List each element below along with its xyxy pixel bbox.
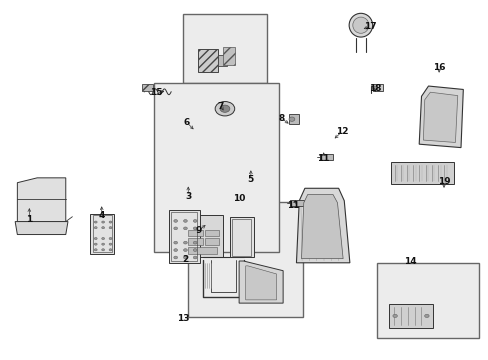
Polygon shape xyxy=(18,178,65,221)
Text: 17: 17 xyxy=(364,22,376,31)
Text: 3: 3 xyxy=(185,192,191,201)
Circle shape xyxy=(372,86,377,90)
Circle shape xyxy=(424,314,428,318)
Circle shape xyxy=(109,221,112,223)
Bar xyxy=(182,215,223,257)
Circle shape xyxy=(173,241,177,244)
Bar xyxy=(198,49,217,72)
Polygon shape xyxy=(418,86,462,148)
Circle shape xyxy=(94,227,97,229)
Bar xyxy=(188,202,303,317)
Polygon shape xyxy=(239,261,283,303)
Text: 8: 8 xyxy=(278,114,284,122)
Circle shape xyxy=(288,117,294,121)
Polygon shape xyxy=(296,188,349,263)
Circle shape xyxy=(173,256,177,259)
Text: 5: 5 xyxy=(247,175,253,184)
Bar xyxy=(188,230,203,236)
Text: 12: 12 xyxy=(335,127,348,136)
Circle shape xyxy=(94,238,97,239)
Bar xyxy=(289,200,303,206)
Circle shape xyxy=(392,314,397,318)
Circle shape xyxy=(193,227,197,230)
Circle shape xyxy=(94,221,97,223)
Circle shape xyxy=(220,105,229,112)
Circle shape xyxy=(109,243,112,245)
Circle shape xyxy=(94,249,97,251)
Bar xyxy=(217,55,227,66)
Circle shape xyxy=(193,256,197,259)
Bar xyxy=(289,114,299,124)
Text: 2: 2 xyxy=(183,255,188,264)
Polygon shape xyxy=(168,210,200,263)
Circle shape xyxy=(102,221,104,223)
Polygon shape xyxy=(301,194,343,258)
Circle shape xyxy=(193,220,197,222)
Bar xyxy=(223,47,235,65)
Circle shape xyxy=(183,227,187,230)
Bar xyxy=(204,238,219,244)
Bar xyxy=(376,263,478,338)
Bar xyxy=(142,84,153,91)
Circle shape xyxy=(102,227,104,229)
Bar xyxy=(183,14,266,83)
Text: 14: 14 xyxy=(404,256,416,265)
Text: 6: 6 xyxy=(183,118,189,127)
Circle shape xyxy=(109,238,112,239)
Text: 11: 11 xyxy=(286,201,299,210)
Text: 18: 18 xyxy=(368,84,381,93)
Circle shape xyxy=(183,220,187,222)
Ellipse shape xyxy=(348,13,372,37)
Bar xyxy=(154,83,278,252)
Text: 19: 19 xyxy=(437,177,449,186)
Polygon shape xyxy=(15,221,68,235)
Text: 1: 1 xyxy=(26,215,32,224)
Bar xyxy=(372,84,383,91)
Bar xyxy=(390,162,453,184)
Circle shape xyxy=(215,102,234,116)
Circle shape xyxy=(173,220,177,222)
Polygon shape xyxy=(245,266,276,300)
Text: 11: 11 xyxy=(317,154,329,163)
Text: 16: 16 xyxy=(432,63,445,72)
Text: 10: 10 xyxy=(233,194,245,202)
Circle shape xyxy=(183,241,187,244)
Text: 13: 13 xyxy=(176,314,189,323)
Circle shape xyxy=(193,249,197,251)
Text: 7: 7 xyxy=(217,102,224,111)
Bar xyxy=(188,238,203,244)
Ellipse shape xyxy=(352,17,368,33)
Text: 15: 15 xyxy=(150,88,163,97)
Polygon shape xyxy=(229,217,253,257)
Bar xyxy=(388,304,432,328)
Circle shape xyxy=(94,243,97,245)
Bar xyxy=(204,230,219,236)
Bar xyxy=(319,154,333,160)
Circle shape xyxy=(102,238,104,239)
Circle shape xyxy=(102,249,104,251)
Bar xyxy=(188,247,217,254)
Circle shape xyxy=(109,227,112,229)
Circle shape xyxy=(173,249,177,251)
Circle shape xyxy=(183,249,187,251)
Circle shape xyxy=(193,241,197,244)
Polygon shape xyxy=(423,92,457,143)
Text: 4: 4 xyxy=(98,211,105,220)
Circle shape xyxy=(183,256,187,259)
Circle shape xyxy=(173,227,177,230)
Circle shape xyxy=(109,249,112,251)
Text: 9: 9 xyxy=(195,226,202,235)
Polygon shape xyxy=(90,213,114,254)
Circle shape xyxy=(102,243,104,245)
